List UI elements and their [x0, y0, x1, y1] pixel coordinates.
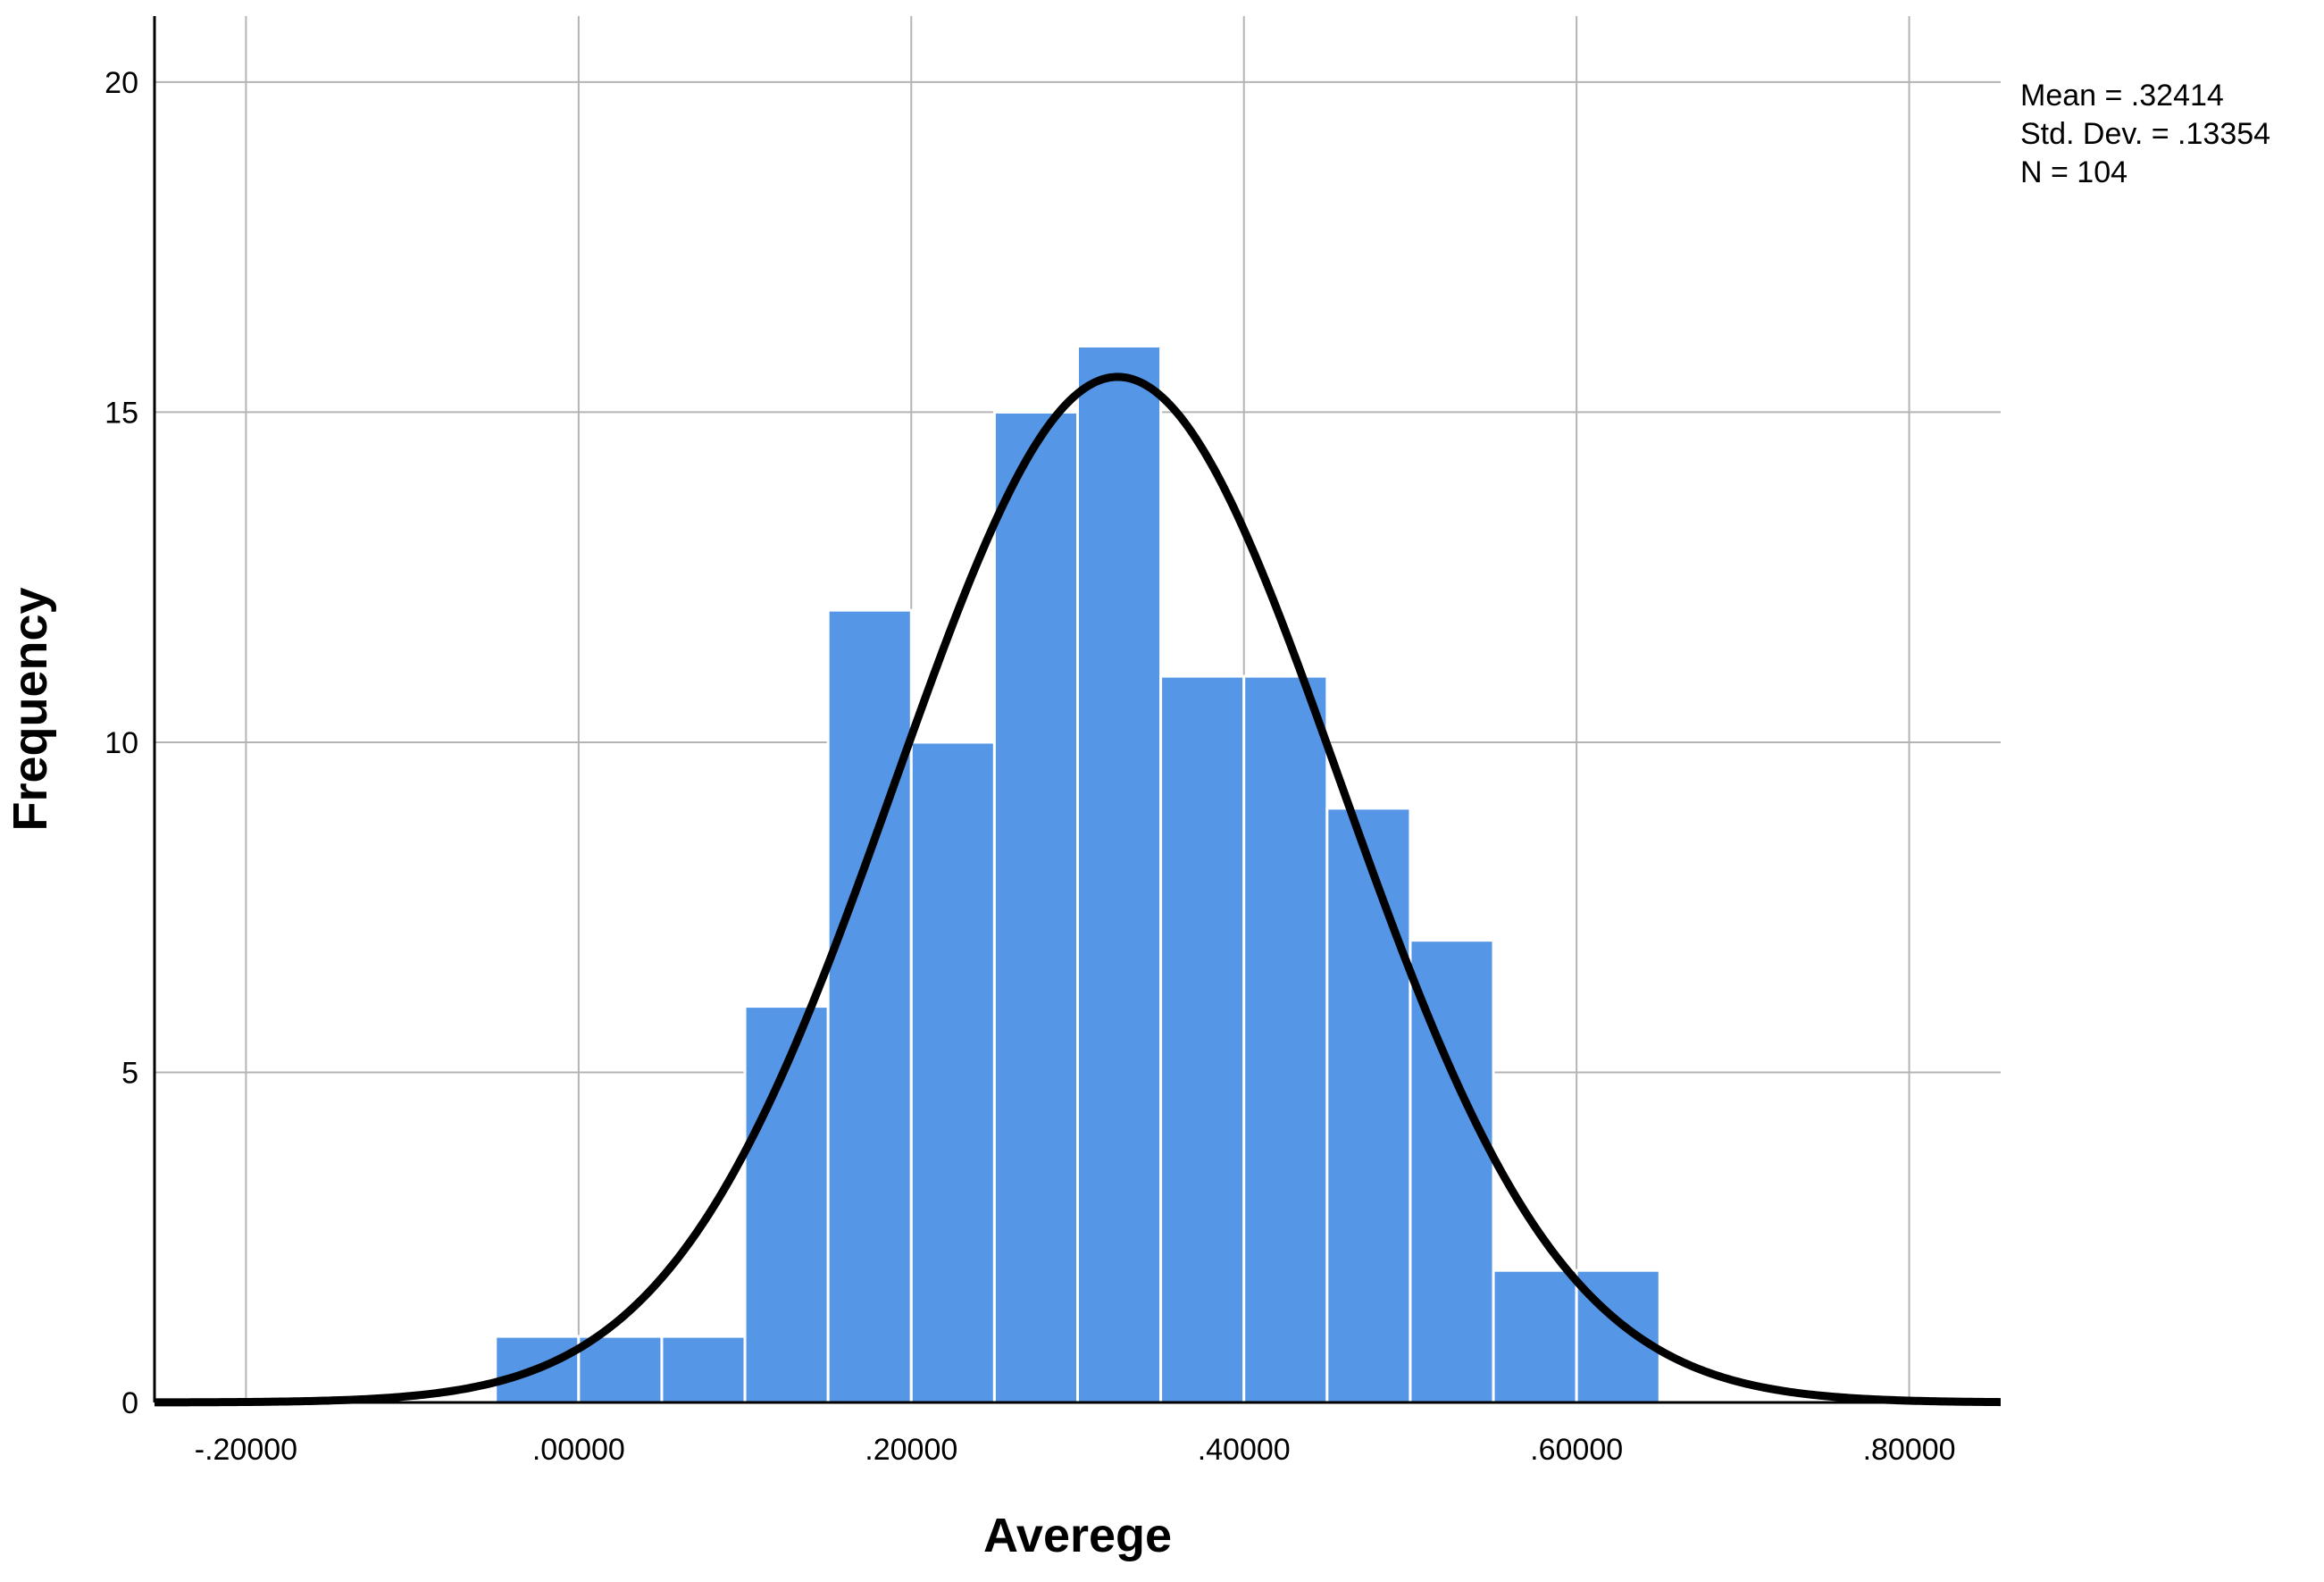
- stats-std-dev: Std. Dev. = .13354: [2020, 117, 2270, 151]
- y-tick-label: 0: [121, 1386, 138, 1420]
- histogram-bar-1: [577, 1335, 664, 1404]
- histogram-bar-7: [1076, 345, 1163, 1404]
- stats-mean: Mean = .32414: [2020, 79, 2224, 113]
- x-tick-label: .60000: [1530, 1433, 1623, 1467]
- y-axis-title: Frequency: [4, 587, 57, 831]
- y-tick-label: 10: [104, 726, 138, 760]
- x-tick-label: .00000: [532, 1433, 625, 1467]
- histogram-bar-6: [992, 410, 1079, 1404]
- normal-curve-layer: [154, 372, 2002, 1407]
- histogram-bar-10: [1325, 807, 1412, 1404]
- histogram-bar-4: [826, 608, 913, 1404]
- y-tick-label: 20: [104, 66, 138, 100]
- normal-curve: [154, 372, 2002, 1407]
- x-tick-labels: -.20000 .00000 .20000 .40000 .60000 .80000: [195, 1433, 1956, 1467]
- x-tick-label: .80000: [1863, 1433, 1956, 1467]
- x-axis-title: Averege: [983, 1509, 1172, 1562]
- x-tick-label: .20000: [865, 1433, 957, 1467]
- stats-n: N = 104: [2020, 155, 2128, 189]
- histogram-bar-8: [1159, 674, 1246, 1404]
- axes: [153, 16, 2001, 1404]
- x-tick-label: .40000: [1198, 1433, 1291, 1467]
- histogram-bar-9: [1242, 674, 1329, 1404]
- x-tick-label: -.20000: [195, 1433, 297, 1467]
- histogram-bar-5: [909, 741, 996, 1404]
- histogram-bars: [494, 345, 1661, 1404]
- stats-box: Mean = .32414 Std. Dev. = .13354 N = 104: [2020, 79, 2270, 189]
- y-tick-label: 5: [121, 1056, 138, 1090]
- y-tick-labels: 0 5 10 15 20: [104, 66, 138, 1420]
- histogram-bar-2: [660, 1335, 747, 1404]
- y-tick-label: 15: [104, 396, 138, 430]
- histogram-bar-12: [1492, 1268, 1578, 1404]
